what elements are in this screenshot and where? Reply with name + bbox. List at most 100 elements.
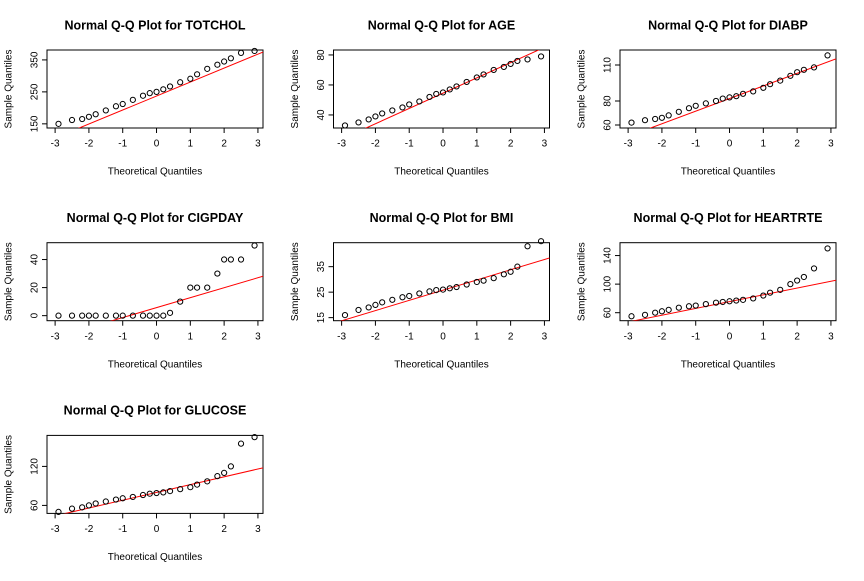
point: [439, 89, 447, 96]
point: [139, 92, 147, 99]
point: [685, 105, 693, 112]
panel-title: Normal Q-Q Plot for BMI: [370, 211, 514, 225]
y-tick-label: 60: [603, 307, 614, 319]
point: [433, 287, 440, 294]
x-axis-label: Theoretical Quantiles: [108, 167, 203, 178]
x-tick-label: 0: [440, 331, 446, 342]
point: [652, 115, 659, 123]
x-axis-label: Theoretical Quantiles: [394, 167, 489, 178]
point: [119, 495, 126, 502]
point: [193, 284, 201, 291]
point: [787, 72, 794, 79]
point: [177, 486, 184, 493]
point: [221, 256, 228, 263]
panel: Normal Q-Q Plot for HEARTRTE -3 -2 -1 0 1 2 3 60…: [577, 211, 837, 370]
point: [251, 242, 258, 249]
panel: Normal Q-Q Plot for CIGPDAY -3 -2 -1 0 1 2 3 0 20…: [4, 211, 264, 370]
y-tick-label: 100: [603, 275, 614, 292]
point: [787, 281, 794, 288]
point: [537, 238, 545, 245]
point: [473, 74, 480, 81]
point: [139, 312, 147, 319]
point: [665, 112, 672, 119]
x-tick-label: -2: [371, 139, 380, 150]
point: [129, 493, 136, 501]
reference-line: [340, 257, 550, 321]
y-tick-label: 110: [603, 57, 614, 73]
point: [453, 283, 460, 291]
y-tick-label: 60: [603, 119, 614, 131]
point: [810, 64, 818, 71]
point: [439, 286, 447, 293]
x-tick-label: -2: [371, 331, 380, 342]
point: [214, 473, 221, 480]
point: [800, 273, 807, 281]
panel-title: Normal Q-Q Plot for GLUCOSE: [64, 404, 247, 418]
y-tick-label: 15: [316, 312, 327, 324]
point: [193, 71, 201, 78]
point: [160, 86, 167, 93]
point: [204, 65, 211, 72]
point: [739, 296, 747, 303]
point: [726, 94, 733, 101]
point: [139, 491, 147, 499]
point: [658, 308, 666, 315]
point: [766, 289, 774, 296]
panel: Normal Q-Q Plot for DIABP -3 -2 -1 0 1 2 3 60 80 1…: [577, 18, 837, 178]
point: [463, 78, 470, 86]
x-axis-label: Theoretical Quantiles: [681, 359, 776, 370]
point: [760, 292, 767, 299]
point: [824, 245, 831, 252]
point: [92, 500, 99, 507]
y-tick-label: 25: [316, 286, 327, 298]
x-tick-label: 2: [221, 139, 227, 150]
x-tick-label: -1: [118, 331, 127, 342]
y-tick-label: 20: [30, 282, 41, 294]
x-tick-label: 0: [440, 139, 446, 150]
point: [237, 256, 245, 263]
point: [750, 88, 757, 95]
x-tick-label: -3: [51, 139, 60, 150]
plot-frame: [46, 242, 264, 322]
x-tick-label: -3: [337, 139, 346, 150]
point: [766, 81, 774, 88]
point: [500, 63, 507, 71]
point: [160, 312, 167, 319]
x-tick-label: 3: [542, 139, 548, 150]
point: [160, 489, 167, 496]
y-tick-label: 120: [30, 458, 41, 475]
panel-title: Normal Q-Q Plot for TOTCHOL: [64, 18, 245, 32]
point: [480, 71, 487, 78]
x-tick-label: -2: [84, 524, 93, 535]
point: [524, 56, 531, 63]
x-tick-label: -3: [624, 331, 633, 342]
point: [55, 120, 62, 127]
point: [473, 278, 480, 286]
y-axis-label: Sample Quantiles: [4, 50, 15, 129]
point: [365, 116, 372, 123]
point: [237, 440, 245, 447]
x-tick-label: -2: [657, 139, 666, 150]
x-axis-label: Theoretical Quantiles: [108, 552, 203, 563]
point: [102, 498, 109, 505]
point: [433, 90, 440, 98]
point: [227, 55, 234, 62]
x-tick-label: -1: [118, 524, 127, 535]
x-tick-label: 1: [761, 139, 767, 150]
point: [177, 298, 184, 305]
x-tick-label: -1: [691, 331, 700, 342]
point: [79, 312, 86, 319]
x-tick-label: 3: [828, 139, 834, 150]
point: [68, 116, 76, 124]
panel: Normal Q-Q Plot for GLUCOSE -3 -2 -1 0 1 2 3 60 1…: [4, 404, 264, 563]
x-tick-label: 0: [727, 331, 733, 342]
point: [490, 275, 497, 282]
reference-line: [110, 275, 263, 321]
panel-title: Normal Q-Q Plot for CIGPDAY: [67, 211, 244, 225]
y-tick-label: 35: [316, 261, 327, 273]
point: [702, 100, 709, 107]
point: [85, 113, 93, 120]
y-tick-label: 80: [603, 95, 614, 107]
point: [355, 119, 362, 126]
